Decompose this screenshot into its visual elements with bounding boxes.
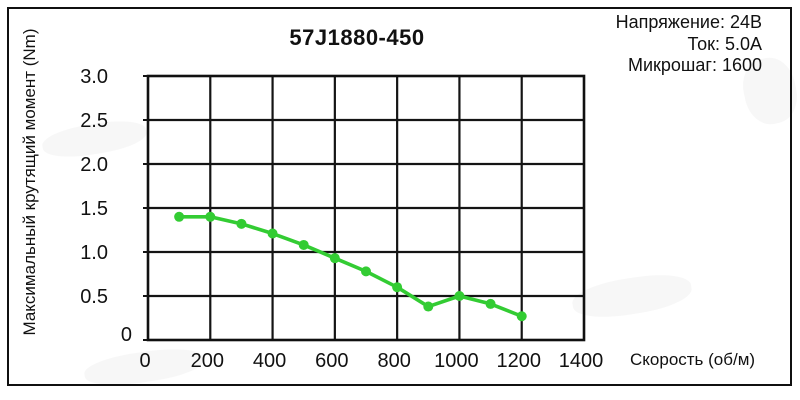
data-point: [205, 211, 216, 222]
x-tick-label: 1400: [559, 350, 604, 372]
y-tick-label: 2.0: [80, 154, 108, 176]
x-tick-label: 1200: [496, 350, 541, 372]
data-point: [267, 228, 278, 239]
x-tick-label: 1000: [434, 350, 479, 372]
data-point: [174, 211, 185, 222]
data-point: [361, 266, 371, 277]
x-axis-label: Скорость (об/м): [630, 350, 756, 369]
data-point: [236, 218, 247, 229]
data-point: [423, 301, 434, 312]
data-point: [485, 298, 496, 309]
x-tick-label: 0: [139, 350, 150, 372]
y-tick-label: 0: [121, 324, 132, 346]
info-microstep: Микрошаг: 1600: [627, 55, 762, 75]
info-current: Ток: 5.0А: [687, 33, 762, 54]
data-point: [392, 282, 403, 293]
x-tick-label: 400: [253, 350, 286, 372]
y-tick-label: 0.5: [80, 286, 108, 308]
y-tick-label: 3.0: [80, 66, 108, 88]
x-tick-label: 800: [377, 350, 410, 372]
data-point: [298, 239, 309, 250]
y-tick-label: 1.5: [80, 198, 108, 220]
y-tick-label: 2.5: [80, 110, 108, 132]
info-voltage: Напряжение: 24В: [615, 12, 762, 32]
data-point: [516, 311, 527, 322]
motor-info-block: Напряжение: 24В Ток: 5.0А Микрошаг: 1600: [616, 12, 762, 77]
x-tick-label: 200: [191, 350, 224, 372]
torque-curve: [177, 215, 524, 319]
data-point: [454, 291, 465, 301]
y-tick-label: 1.0: [80, 242, 108, 264]
chart-title: 57J1880-450: [289, 25, 425, 50]
data-point: [329, 253, 340, 264]
x-tick-label: 600: [315, 350, 348, 372]
